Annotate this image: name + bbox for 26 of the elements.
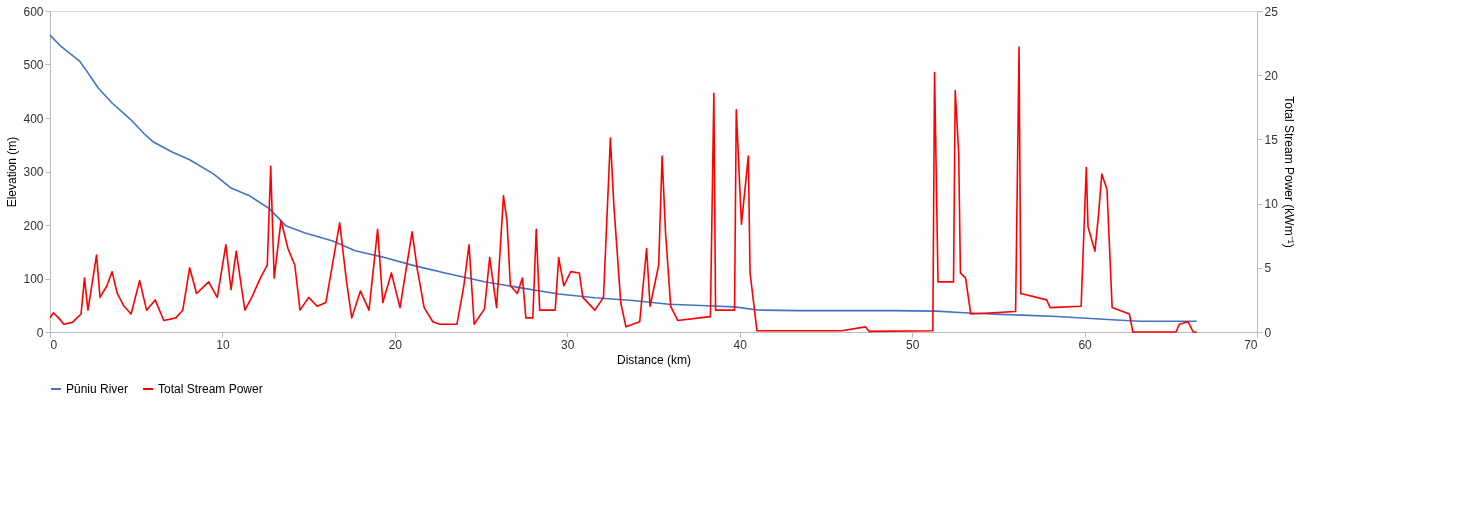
y2-tick-label: 5	[1264, 261, 1272, 276]
legend-label: Pūniu River	[66, 382, 129, 396]
y-tick-label: 200	[23, 218, 44, 233]
x-tick-label: 60	[1078, 337, 1093, 352]
y2-tick-label: 20	[1264, 68, 1279, 83]
y2-tick-label: 10	[1264, 197, 1279, 212]
y2-axis-title: Total Stream Power (kWm⁻¹)	[1281, 96, 1296, 248]
y-tick-label: 500	[23, 58, 44, 72]
y-tick-label: 400	[23, 111, 44, 126]
y-axis-title: Elevation (m)	[5, 136, 20, 208]
legend-label: Total Stream Power	[158, 382, 263, 396]
x-tick-label: 50	[905, 337, 920, 352]
x-tick-label: 40	[733, 337, 748, 352]
y2-tick-label: 0	[1264, 325, 1272, 340]
y-tick-label: 0	[36, 325, 44, 340]
x-axis-title: Distance (km)	[616, 352, 692, 367]
y-tick-label: 600	[23, 4, 44, 19]
x-tick-label: 0	[50, 337, 58, 352]
x-tick-label: 30	[561, 337, 575, 352]
y-tick-label: 300	[23, 165, 44, 179]
y2-tick-label: 15	[1264, 132, 1279, 147]
x-tick-label: 20	[388, 337, 403, 352]
x-tick-label: 70	[1244, 337, 1258, 352]
y-tick-label: 100	[23, 272, 44, 286]
y2-tick-label: 25	[1264, 4, 1279, 19]
x-tick-label: 10	[216, 337, 230, 352]
